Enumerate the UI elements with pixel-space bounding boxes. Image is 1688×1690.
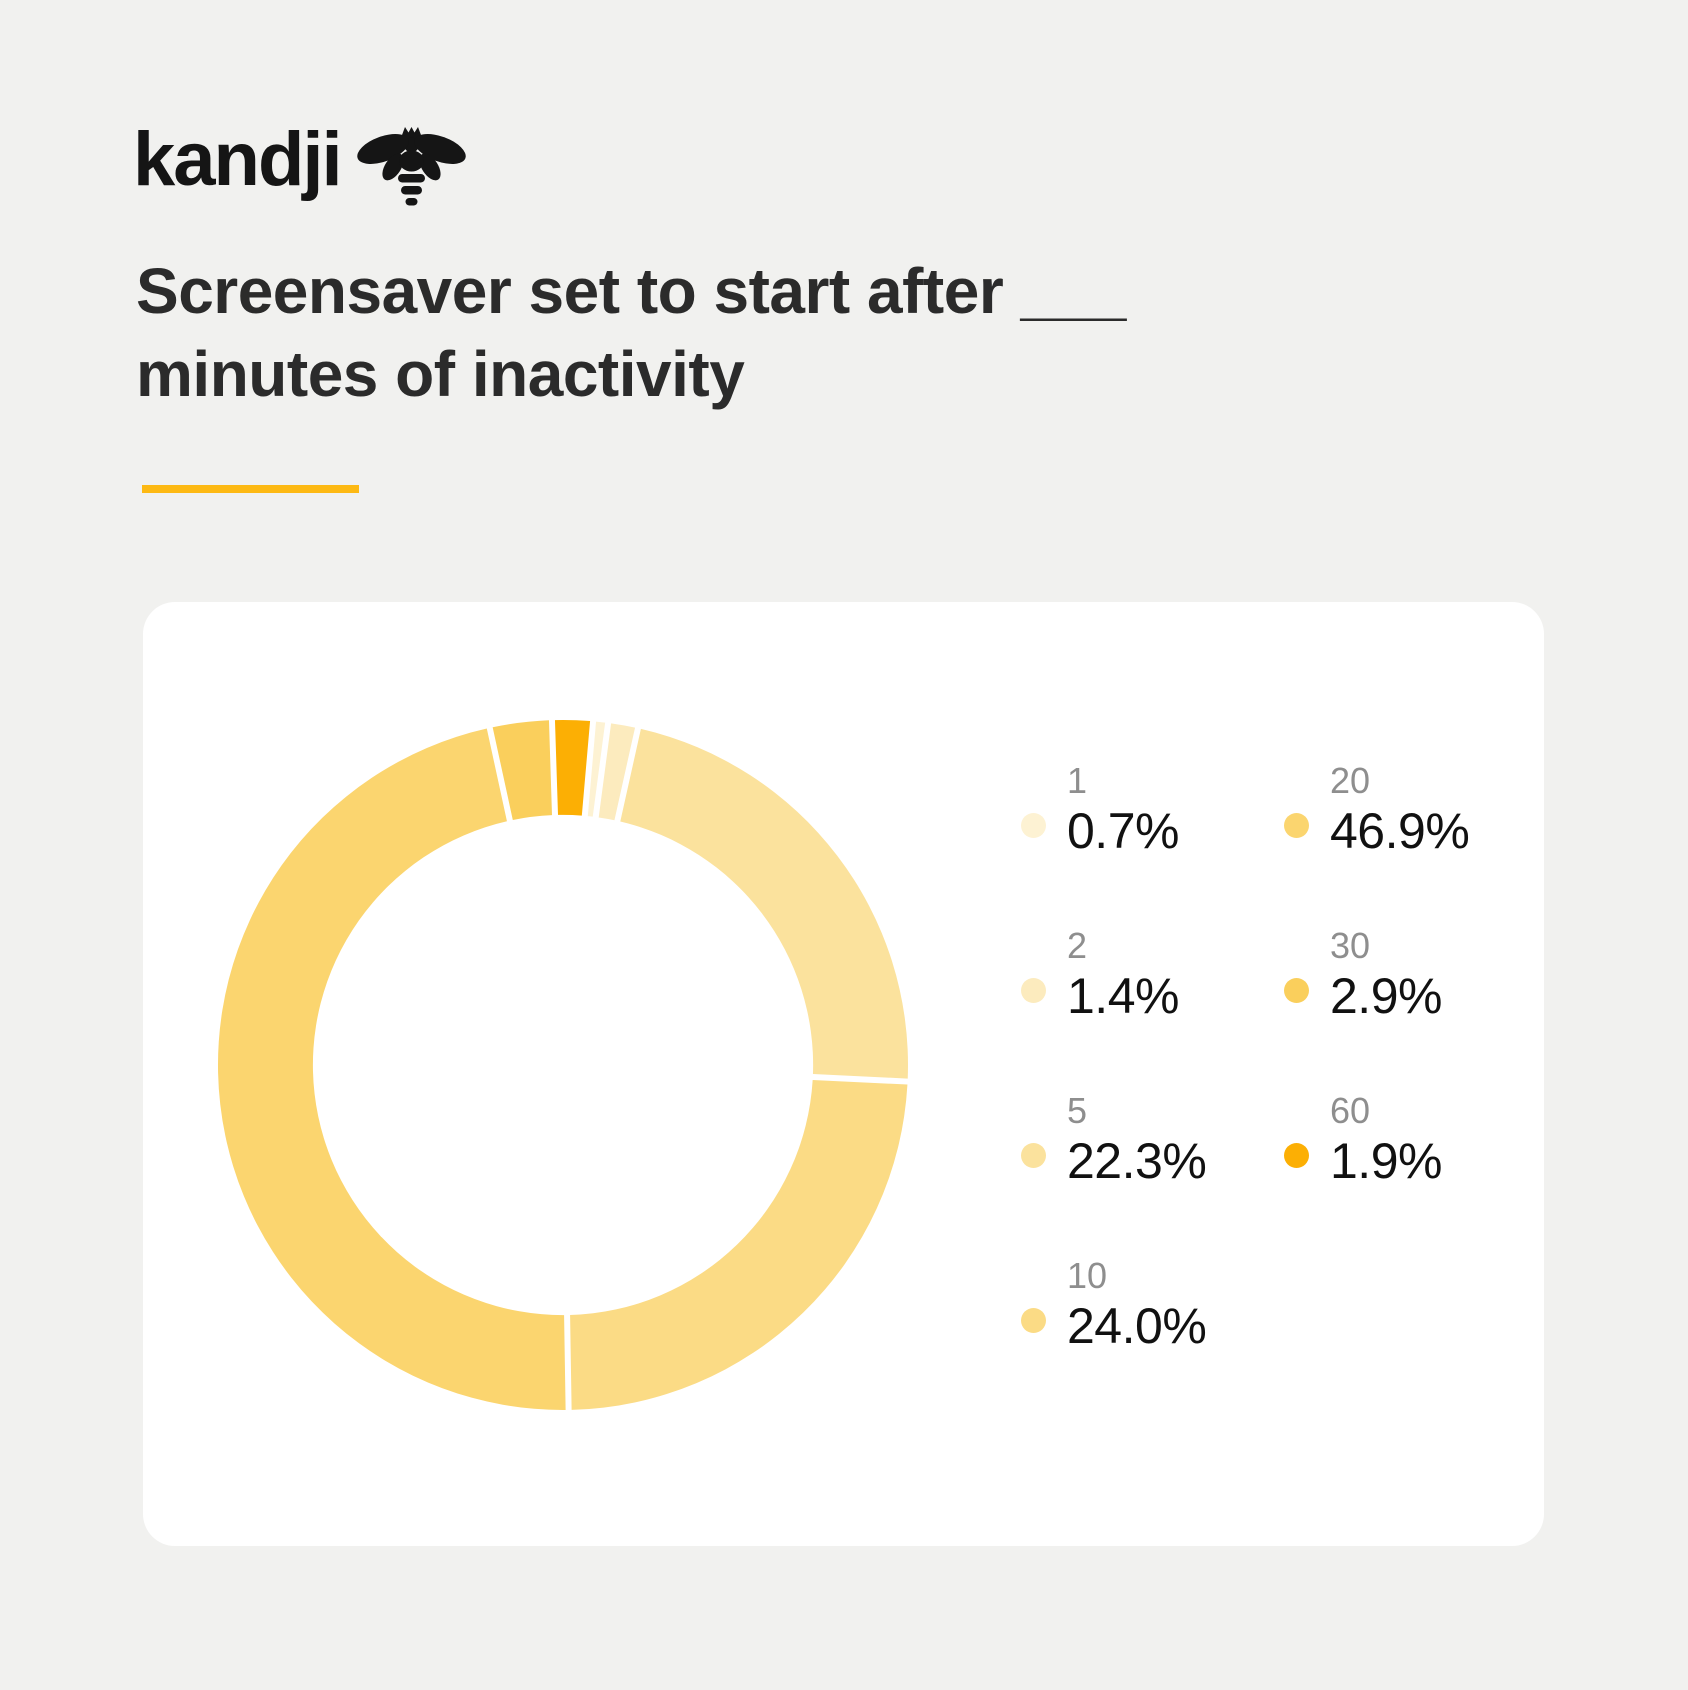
legend-item-1: 1 0.7%	[1021, 760, 1206, 860]
legend-column-1: 1 0.7% 2 1.4% 5 22.3% 10 24.0%	[1021, 760, 1207, 1420]
legend-color-dot	[1021, 1308, 1046, 1333]
legend-category-label: 2	[1067, 925, 1088, 966]
legend-color-dot	[1021, 1143, 1046, 1168]
legend-percentage-value: 2.9%	[1330, 968, 1442, 1024]
donut-chart	[213, 715, 913, 1415]
donut-segment-60	[554, 719, 591, 816]
donut-segment-1	[587, 721, 606, 817]
legend-item-5: 5 22.3%	[1021, 1090, 1207, 1190]
title-underline	[142, 485, 359, 493]
donut-segment-2	[598, 723, 636, 821]
legend-color-dot	[1284, 813, 1309, 838]
legend-percentage-value: 22.3%	[1067, 1133, 1207, 1189]
legend-item-10: 10 24.0%	[1021, 1255, 1207, 1355]
donut-segment-20	[217, 728, 566, 1410]
kandji-logo: kandji	[133, 112, 467, 212]
legend-percentage-value: 46.9%	[1330, 803, 1470, 859]
legend-item-2: 2 1.4%	[1021, 925, 1206, 1025]
legend-item-20: 20 46.9%	[1284, 760, 1470, 860]
legend-percentage-value: 1.9%	[1330, 1133, 1442, 1189]
legend-color-dot	[1284, 978, 1309, 1003]
bee-icon	[356, 127, 466, 206]
legend-color-dot	[1021, 978, 1046, 1003]
legend-item-60: 60 1.9%	[1284, 1090, 1469, 1190]
legend-percentage-value: 24.0%	[1067, 1298, 1207, 1354]
legend-item-30: 30 2.9%	[1284, 925, 1469, 1025]
legend-category-label: 20	[1330, 760, 1371, 801]
legend-category-label: 10	[1067, 1255, 1108, 1296]
donut-segment-5	[620, 728, 908, 1079]
donut-segment-10	[570, 1080, 908, 1410]
legend-category-label: 5	[1067, 1090, 1088, 1131]
legend-category-label: 1	[1067, 760, 1088, 801]
legend-category-label: 60	[1330, 1090, 1371, 1131]
legend-color-dot	[1284, 1143, 1309, 1168]
donut-chart-svg	[217, 719, 908, 1410]
page-title: Screensaver set to start after ___ minut…	[136, 255, 1126, 410]
logo-wordmark: kandji	[133, 117, 343, 202]
legend-percentage-value: 0.7%	[1067, 803, 1179, 859]
legend-color-dot	[1021, 813, 1046, 838]
donut-segment-30	[492, 720, 552, 820]
legend-percentage-value: 1.4%	[1067, 968, 1179, 1024]
legend-category-label: 30	[1330, 925, 1371, 966]
legend-column-2: 20 46.9% 30 2.9% 60 1.9%	[1284, 760, 1470, 1255]
chart-card: 1 0.7% 2 1.4% 5 22.3% 10 24.0% 20 46.9% 30 2.9% 60 1…	[143, 602, 1544, 1546]
